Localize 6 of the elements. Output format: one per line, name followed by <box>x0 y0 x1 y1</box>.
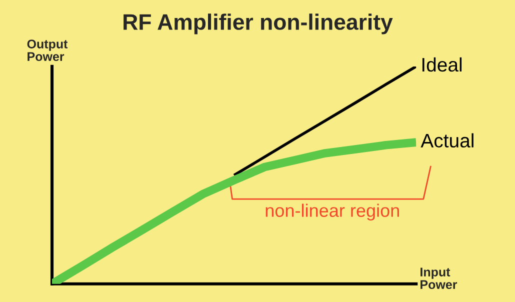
chart-title: RF Amplifier non-linearity <box>124 14 393 34</box>
series-label: Actual <box>420 133 474 148</box>
x-axis-title: Input Power <box>420 268 458 290</box>
annotation: non-linear region <box>266 204 399 221</box>
series-label: Ideal <box>422 57 462 72</box>
y-axis-title: Output Power <box>27 40 68 61</box>
